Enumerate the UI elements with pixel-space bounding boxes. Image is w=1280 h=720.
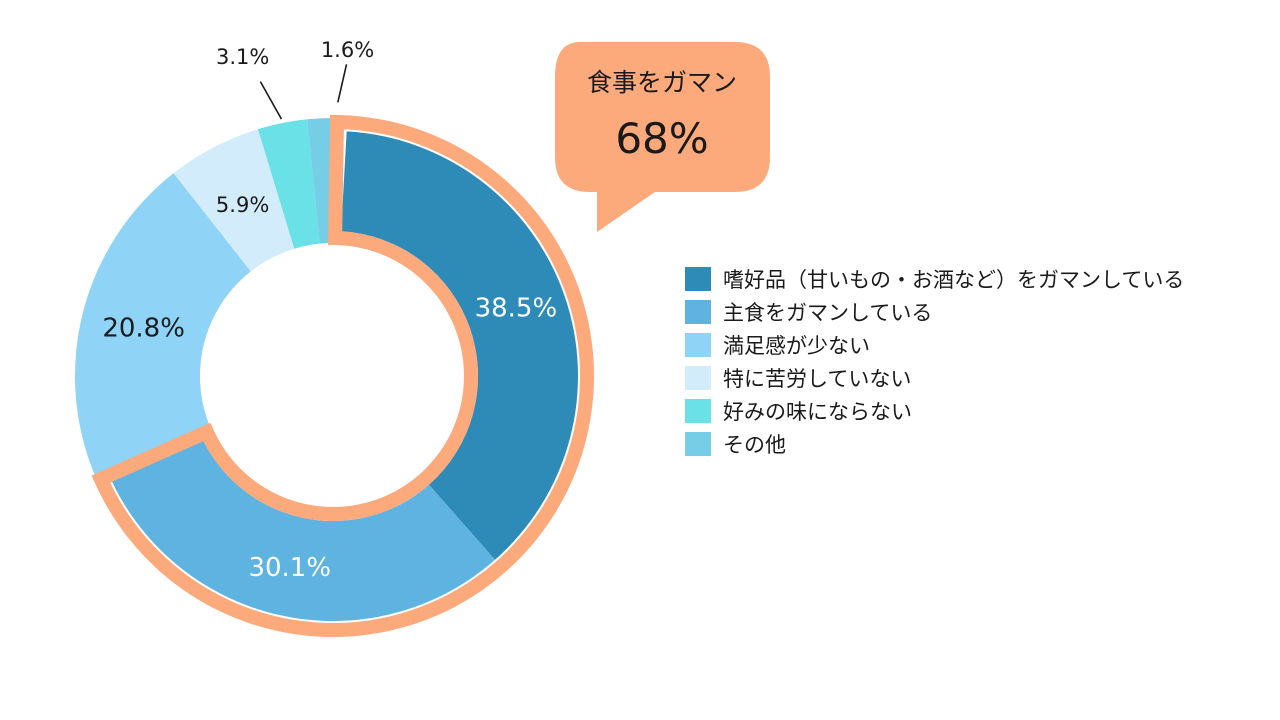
legend-item: 特に苦労していない	[685, 361, 1184, 394]
legend-label: 特に苦労していない	[723, 366, 912, 391]
legend-label: 満足感が少ない	[723, 333, 870, 358]
callout-shape	[555, 42, 770, 232]
highlight-slice	[341, 131, 579, 560]
highlight-outline	[91, 114, 594, 637]
legend-label: 嗜好品（甘いもの・お酒など）をガマンしている	[723, 267, 1185, 292]
leader-line	[337, 64, 348, 103]
labels-group: 38.5% 30.1% 20.8% 5.9% 3.1% 1.6%	[102, 38, 557, 583]
slice	[257, 119, 320, 249]
callout-value: 68%	[615, 114, 708, 163]
legend-label: 好みの味にならない	[723, 399, 912, 424]
slice-value-label: 1.6%	[321, 38, 374, 62]
slice-value-label: 30.1%	[248, 553, 331, 583]
legend-item: 嗜好品（甘いもの・お酒など）をガマンしている	[685, 262, 1184, 295]
leader-line	[259, 81, 283, 120]
callout-title: 食事をガマン	[587, 68, 737, 97]
callout-bubble: 食事をガマン 68%	[555, 42, 770, 232]
legend-item: その他	[685, 427, 1184, 460]
legend-label: その他	[723, 432, 786, 457]
legend-swatch	[685, 398, 711, 423]
slice-value-label: 20.8%	[102, 314, 185, 344]
slice-value-label: 5.9%	[216, 193, 269, 217]
legend-swatch	[685, 332, 711, 357]
slice	[75, 173, 251, 477]
highlight-slice	[107, 432, 496, 622]
slices-group	[75, 117, 592, 635]
legend-swatch	[685, 365, 711, 390]
legend-swatch	[685, 266, 711, 291]
legend-item: 主食をガマンしている	[685, 295, 1184, 328]
legend-item: 満足感が少ない	[685, 328, 1184, 361]
legend-label: 主食をガマンしている	[723, 300, 933, 325]
legend: 嗜好品（甘いもの・お酒など）をガマンしている 主食をガマンしている 満足感が少な…	[685, 262, 1184, 460]
legend-swatch	[685, 431, 711, 456]
slice-value-label: 38.5%	[475, 293, 558, 323]
slice	[173, 129, 295, 272]
legend-item: 好みの味にならない	[685, 394, 1184, 427]
legend-swatch	[685, 299, 711, 324]
slice	[307, 117, 333, 244]
slice-value-label: 3.1%	[216, 45, 269, 69]
